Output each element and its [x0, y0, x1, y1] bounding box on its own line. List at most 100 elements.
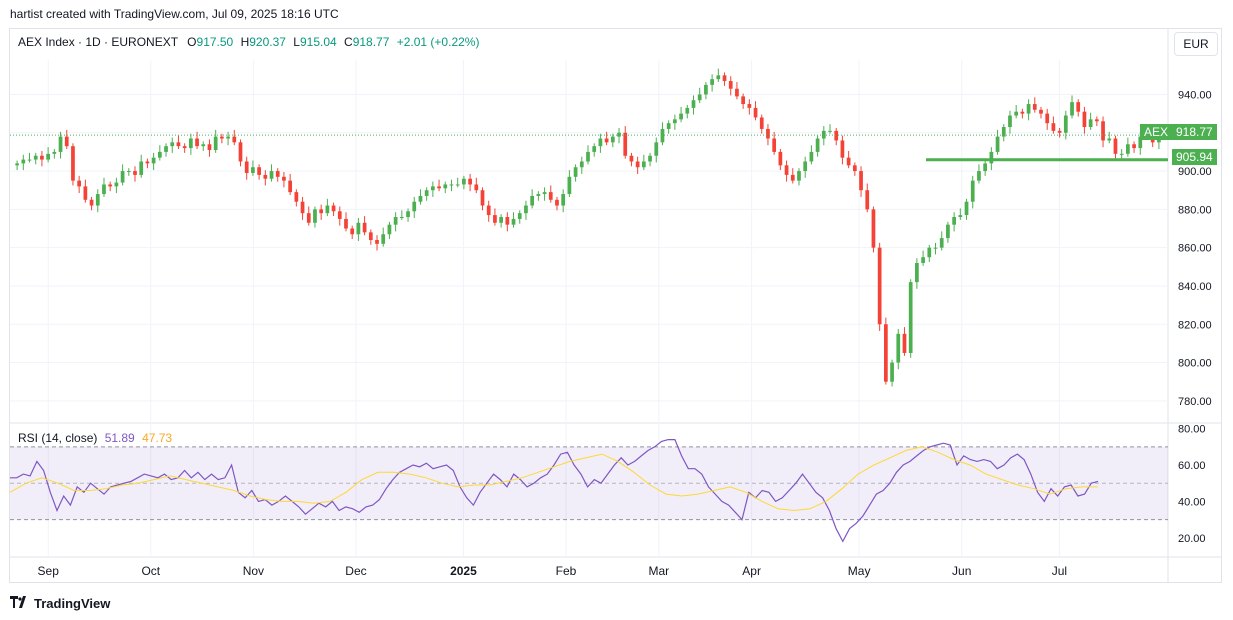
time-tick-label: Oct	[141, 564, 160, 578]
candle-body	[1119, 153, 1124, 155]
candle-body	[393, 217, 398, 225]
candle-body	[989, 151, 994, 164]
candle-body	[704, 84, 708, 95]
candle-body	[759, 117, 764, 129]
candle-body	[1045, 113, 1050, 124]
candle-body	[207, 144, 212, 150]
candle-body	[21, 159, 26, 164]
candle-body	[915, 262, 919, 283]
candle-body	[604, 138, 609, 143]
candle-body	[499, 217, 503, 223]
candle-body	[213, 136, 218, 150]
candle-body	[505, 217, 510, 225]
candle-body	[592, 146, 597, 152]
candle-body	[691, 100, 696, 108]
candle-body	[542, 192, 547, 195]
candle-body	[449, 184, 454, 186]
candle-body	[282, 176, 286, 181]
candle-body	[697, 94, 702, 101]
candle-body	[480, 190, 485, 206]
ohlc-legend: AEX Index · 1D · EURONEXT O917.50 H920.3…	[18, 35, 479, 49]
price-tick-label: 880.00	[1178, 204, 1212, 216]
candle-body	[753, 107, 758, 118]
candle-body	[40, 155, 44, 160]
candle-body	[83, 186, 88, 200]
candle-body	[1039, 109, 1043, 114]
candle-body	[735, 88, 739, 97]
rsi-ma-line	[9, 446, 1098, 512]
candle-body	[176, 142, 181, 147]
candle-body	[1032, 104, 1037, 110]
candle-body	[865, 190, 870, 210]
candle-body	[660, 128, 665, 143]
candle-body	[728, 81, 733, 89]
price-tick-label: 840.00	[1178, 281, 1212, 293]
candle-body	[46, 153, 50, 160]
candle-body	[666, 123, 671, 129]
candle-body	[77, 180, 82, 187]
candle-body	[182, 146, 187, 149]
candle-body	[462, 178, 466, 185]
candle-body	[89, 199, 94, 206]
candle-body	[362, 222, 367, 233]
candle-body	[877, 247, 882, 325]
price-tick-label: 820.00	[1178, 319, 1212, 331]
candle-body	[120, 171, 125, 183]
tv-logo-icon	[10, 595, 30, 611]
candle-body	[995, 136, 1000, 152]
close-value: 918.77	[352, 35, 390, 49]
candle-body	[71, 146, 75, 181]
candle-body	[102, 184, 106, 195]
candle-body	[313, 209, 317, 223]
candle-body	[201, 144, 206, 147]
time-tick-label: Nov	[243, 564, 264, 578]
candle-body	[257, 167, 261, 175]
candle-body	[294, 192, 299, 202]
candle-body	[815, 138, 820, 152]
rsi-label[interactable]: RSI (14, close)	[18, 431, 98, 445]
candle-body	[108, 184, 113, 187]
candle-body	[1063, 115, 1068, 133]
candle-body	[902, 333, 907, 353]
candle-body	[151, 157, 156, 164]
candle-body	[232, 136, 237, 143]
candle-body	[530, 195, 535, 206]
candle-body	[1070, 102, 1074, 116]
candle-body	[517, 213, 522, 219]
candle-body	[790, 174, 795, 181]
candle-body	[1138, 136, 1143, 149]
rsi-tick-label: 60.00	[1178, 460, 1206, 472]
candle-body	[269, 171, 274, 179]
candle-body	[896, 333, 901, 363]
candle-body	[1132, 144, 1136, 149]
candle-body	[15, 163, 19, 166]
candle-body	[1082, 111, 1087, 128]
currency-button[interactable]: EUR	[1174, 32, 1218, 56]
tradingview-footer[interactable]: TradingView	[10, 595, 110, 611]
candle-body	[126, 171, 131, 173]
candle-body	[238, 142, 243, 162]
candle-body	[598, 138, 603, 147]
open-label: O	[187, 35, 197, 49]
candle-body	[133, 171, 137, 175]
time-tick-label: Mar	[648, 564, 669, 578]
candle-body	[368, 232, 373, 240]
high-label: H	[240, 35, 250, 49]
candle-body	[443, 184, 448, 189]
close-label: C	[344, 35, 353, 49]
candle-body	[809, 151, 814, 162]
candle-body	[145, 161, 150, 164]
symbol-label[interactable]: AEX Index · 1D · EURONEXT	[18, 35, 178, 49]
candle-body	[977, 171, 981, 181]
candle-body	[424, 190, 429, 196]
candle-body	[883, 324, 888, 382]
candle-body	[1026, 104, 1031, 114]
candle-body	[716, 75, 721, 80]
candle-body	[375, 240, 379, 244]
candle-body	[331, 205, 336, 212]
rsi-tick-label: 20.00	[1178, 533, 1206, 545]
candle-body	[673, 119, 677, 124]
candle-body	[399, 217, 404, 219]
candle-body	[95, 194, 100, 206]
